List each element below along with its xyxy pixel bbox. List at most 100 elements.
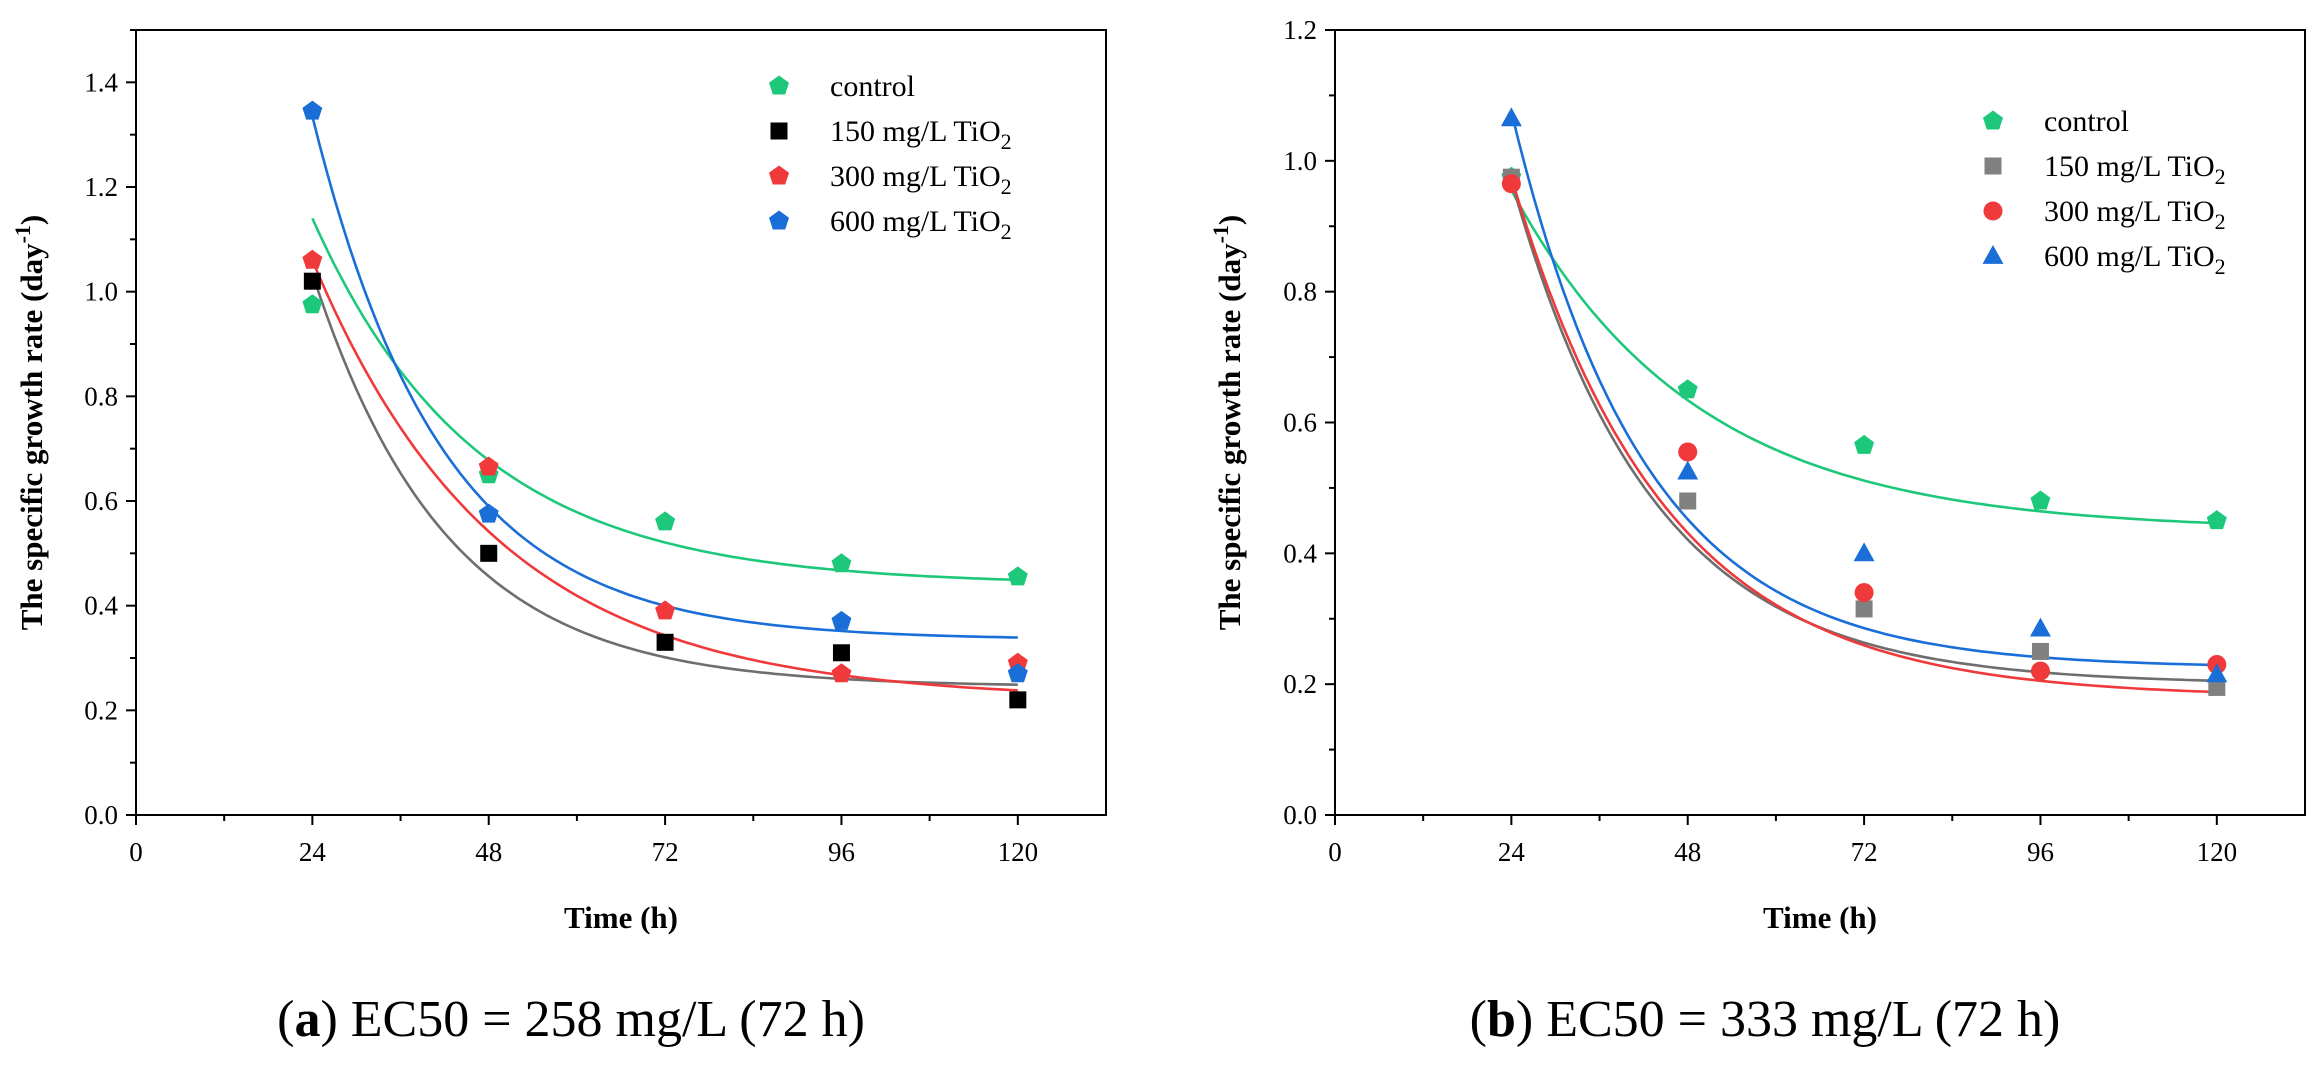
legend-label: 600 mg/L TiO2 [2044,240,2226,279]
x-tick-label: 24 [1498,837,1526,867]
data-point [1677,379,1698,399]
y-tick-label: 0.6 [84,486,118,516]
data-point [655,600,676,620]
legend-label: 600 mg/L TiO2 [830,205,1012,244]
legend-marker [770,122,788,140]
data-point [478,503,499,523]
legend-label: control [2044,105,2129,138]
legend-marker [1983,110,2003,130]
data-point [478,456,499,476]
legend-label-text: 600 mg/L TiO [830,205,1001,238]
x-tick-label: 120 [998,837,1039,867]
data-point [1501,174,1521,194]
caption-text: ) EC50 = 333 mg/L (72 h) [1516,991,2060,1048]
legend-marker [769,210,789,230]
legend-label-text: 300 mg/L TiO [830,160,1001,193]
data-point [302,249,323,269]
y-axis-label: The specific growth rate (day-1) [1208,215,1247,631]
y-tick-label: 0.4 [1283,538,1317,568]
legend-label: 150 mg/L TiO2 [2044,150,2226,189]
legend-label: 300 mg/L TiO2 [830,160,1012,199]
y-axis-label: The specific growth rate (day-1) [10,215,49,631]
data-point [2030,661,2050,681]
y-tick-label: 0.6 [1283,408,1317,438]
x-tick-label: 0 [1328,837,1342,867]
data-point [832,644,850,662]
y-tick-label: 0.4 [84,591,118,621]
legend-label-subscript: 2 [1001,219,1012,244]
x-tick-label: 24 [299,837,327,867]
data-point [1854,434,1875,454]
legend-label-subscript: 2 [1001,174,1012,199]
x-tick-label: 48 [475,837,502,867]
y-tick-label: 0.8 [1283,277,1317,307]
data-point [1855,600,1873,618]
data-point [480,544,498,562]
x-tick-label: 96 [2027,837,2054,867]
plot-frame [1334,29,2306,816]
legend-label-subscript: 2 [2215,164,2226,189]
caption-open: ( [277,991,294,1048]
y-axis-label-close: ) [14,215,49,225]
x-tick-label: 0 [129,837,143,867]
data-point [302,294,323,314]
data-point [831,610,852,630]
y-tick-label: 0.2 [1283,669,1317,699]
legend-label-subscript: 2 [1001,129,1012,154]
legend-label-subscript: 2 [2215,254,2226,279]
legend-label: control [830,70,915,103]
data-point [1853,542,1875,562]
caption-open: ( [1470,991,1487,1048]
plot-frame [135,29,1107,816]
y-tick-label: 1.2 [84,172,118,202]
legend-marker [769,165,789,185]
caption-letter: b [1487,991,1516,1048]
data-point [1679,492,1697,510]
x-tick-label: 72 [1851,837,1878,867]
data-point [1677,460,1699,480]
panel-caption: (b) EC50 = 333 mg/L (72 h) [1470,991,2061,1048]
y-tick-label: 1.4 [84,67,118,97]
data-point [831,553,852,573]
y-tick-label: 0.0 [84,800,118,830]
y-axis-label-superscript: -1 [10,225,35,243]
y-axis-label-main: The specific growth rate (day [1212,243,1247,630]
data-point [2206,510,2227,530]
legend-label-text: control [830,70,915,103]
legend-label-text: control [2044,105,2129,138]
fit-curve [311,259,1018,692]
x-tick-label: 72 [652,837,679,867]
y-tick-label: 0.0 [1283,800,1317,830]
chart-panel-b: 0 24 48 72 96 120 0.0 0.2 0.4 0.6 0.8 1.0 1.2 Time (h… [1208,15,2306,1048]
data-point [302,100,323,120]
y-axis-label-main: The specific growth rate (day [14,243,49,630]
fit-curve [1510,111,2217,667]
data-point [1007,566,1028,586]
legend-label-text: 600 mg/L TiO [2044,240,2215,273]
y-tick-label: 1.0 [84,277,118,307]
data-point [1500,107,1522,127]
legend-marker [1982,245,2004,264]
panel-caption: (a) EC50 = 258 mg/L (72 h) [277,991,865,1048]
x-tick-label: 96 [828,837,855,867]
y-tick-label: 0.8 [84,381,118,411]
legend-label: 150 mg/L TiO2 [830,115,1012,154]
caption-text: ) EC50 = 258 mg/L (72 h) [320,991,864,1048]
legend-marker [1984,157,2002,175]
x-tick-label: 120 [2197,837,2238,867]
legend-label: 300 mg/L TiO2 [2044,195,2226,234]
y-tick-label: 0.2 [84,695,118,725]
data-point [1009,691,1027,709]
data-point [2030,617,2051,637]
y-axis-label-close: ) [1212,215,1247,225]
data-point [1007,663,1028,683]
fit-curve [1510,180,2217,682]
legend-marker [1983,201,2003,221]
y-axis-label-superscript: -1 [1208,225,1233,243]
data-point [831,663,852,683]
data-point [656,633,674,651]
chart-panel-a: 0 24 48 72 96 120 0.0 0.2 0.4 0.6 0.8 1.0 1.2 1.4 Time… [10,29,1107,1048]
data-point [1854,583,1874,603]
x-axis-label: Time (h) [564,900,678,935]
